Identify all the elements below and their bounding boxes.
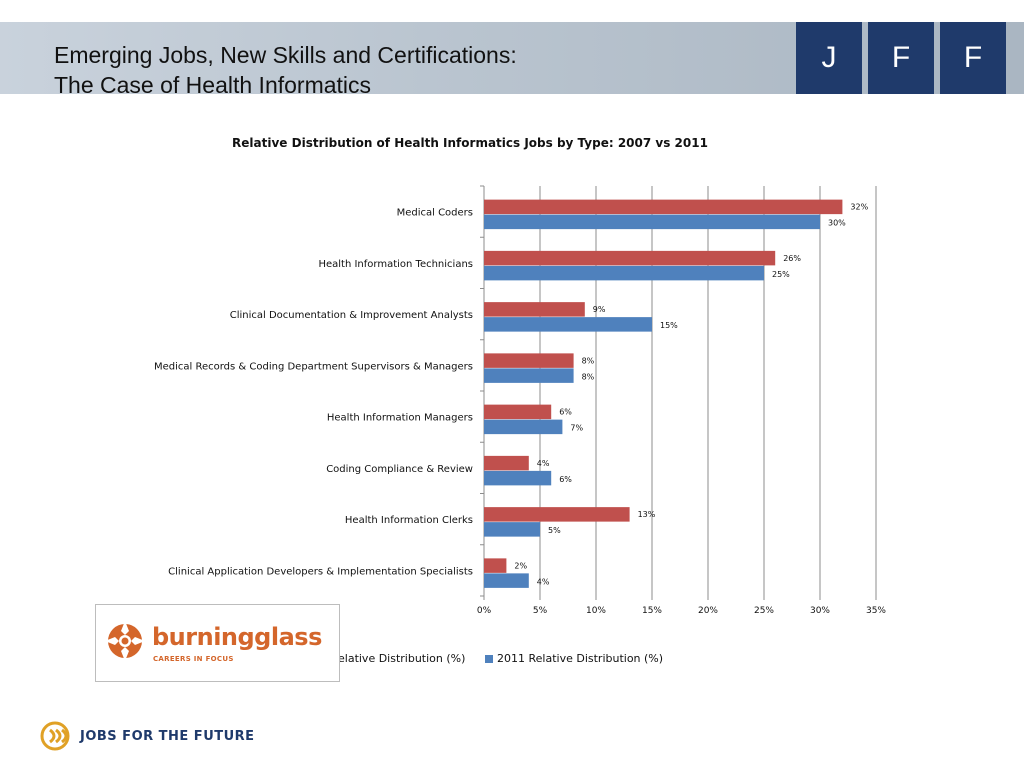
bar-2007 xyxy=(484,455,529,471)
legend-item-2011: 2011 Relative Distribution (%) xyxy=(485,652,663,665)
x-tick-label: 0% xyxy=(477,606,492,616)
category-label: Medical Records & Coding Department Supe… xyxy=(154,361,473,372)
burning-glass-tagline: CAREERS IN FOCUS xyxy=(153,655,234,663)
bar-2011 xyxy=(484,522,540,537)
category-label: Clinical Documentation & Improvement Ana… xyxy=(230,310,473,321)
legend-label-2011: 2011 Relative Distribution (%) xyxy=(497,652,664,665)
bar-2007 xyxy=(484,507,630,522)
bar-2007 xyxy=(484,199,843,215)
brand-letter-j: J xyxy=(796,22,862,94)
burning-glass-sun-icon xyxy=(105,621,145,661)
bar-2011 xyxy=(484,214,820,230)
data-label-2007: 8% xyxy=(582,356,595,365)
burning-glass-logo: burningglass CAREERS IN FOCUS xyxy=(95,604,340,682)
x-tick-label: 30% xyxy=(810,606,830,616)
x-tick-label: 35% xyxy=(866,606,886,616)
data-label-2011: 25% xyxy=(772,270,790,279)
data-label-2007: 2% xyxy=(514,561,527,570)
slide-title-line1: Emerging Jobs, New Skills and Certificat… xyxy=(54,42,517,68)
data-label-2007: 4% xyxy=(537,459,550,468)
category-label: Health Information Clerks xyxy=(345,515,473,526)
data-label-2011: 30% xyxy=(828,219,846,228)
data-label-2007: 9% xyxy=(593,305,606,314)
data-label-2007: 32% xyxy=(850,203,868,212)
legend-item-2007: elative Distribution (%) xyxy=(338,652,465,665)
chart-title: Relative Distribution of Health Informat… xyxy=(232,136,708,150)
category-label: Health Information Managers xyxy=(327,413,473,424)
legend-swatch-2011 xyxy=(485,654,493,663)
slide-title-line2: The Case of Health Informatics xyxy=(54,72,372,98)
burning-glass-wordmark: burningglass xyxy=(152,623,322,651)
data-label-2011: 5% xyxy=(548,526,561,535)
x-tick-label: 25% xyxy=(754,606,774,616)
jff-footer-logo: JOBS FOR THE FUTURE xyxy=(40,718,255,754)
bar-2011 xyxy=(484,265,764,281)
bar-2011 xyxy=(484,368,574,383)
legend-label-2007: elative Distribution (%) xyxy=(338,652,466,665)
jff-footer-text: JOBS FOR THE FUTURE xyxy=(80,728,255,744)
category-label: Clinical Application Developers & Implem… xyxy=(168,566,473,577)
data-label-2007: 13% xyxy=(638,510,656,519)
data-label-2007: 26% xyxy=(783,254,801,263)
slide-title: Emerging Jobs, New Skills and Certificat… xyxy=(54,40,517,100)
bar-2011 xyxy=(484,470,552,486)
bar-2011 xyxy=(484,317,652,332)
category-label: Medical Coders xyxy=(397,208,473,219)
data-label-2011: 4% xyxy=(537,577,550,586)
jff-sun-icon xyxy=(40,721,70,751)
data-label-2011: 6% xyxy=(559,475,572,484)
x-tick-label: 10% xyxy=(586,606,606,616)
data-label-2007: 6% xyxy=(559,408,572,417)
x-tick-label: 20% xyxy=(698,606,718,616)
x-tick-label: 15% xyxy=(642,606,662,616)
data-label-2011: 7% xyxy=(570,424,583,433)
bar-2011 xyxy=(484,419,563,435)
bar-2011 xyxy=(484,573,529,588)
data-label-2011: 15% xyxy=(660,321,678,330)
category-label: Coding Compliance & Review xyxy=(326,464,473,475)
bar-2007 xyxy=(484,250,776,266)
bar-2007 xyxy=(484,404,552,420)
bar-2007 xyxy=(484,558,507,573)
brand-letter-f1: F xyxy=(868,22,934,94)
brand-letter-f2: F xyxy=(940,22,1006,94)
bar-2007 xyxy=(484,302,585,317)
x-tick-label: 5% xyxy=(533,606,548,616)
data-label-2011: 8% xyxy=(582,372,595,381)
bar-2007 xyxy=(484,353,574,368)
category-label: Health Information Technicians xyxy=(318,259,473,270)
